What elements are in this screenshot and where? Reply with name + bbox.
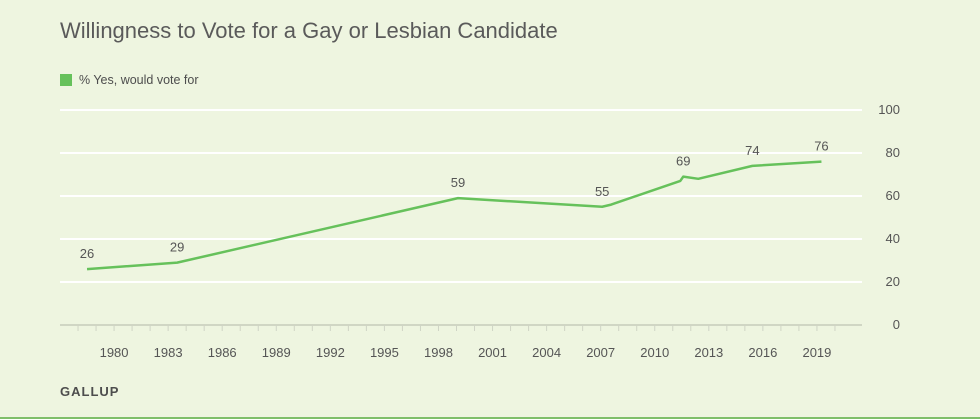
x-tick-label: 2013 <box>694 345 723 360</box>
chart-title: Willingness to Vote for a Gay or Lesbian… <box>60 18 558 43</box>
data-label: 26 <box>80 246 94 261</box>
y-tick-label: 0 <box>893 317 900 332</box>
x-tick-label: 2001 <box>478 345 507 360</box>
series-line <box>86 160 822 271</box>
data-label: 69 <box>676 154 690 169</box>
x-tick-label: 1989 <box>262 345 291 360</box>
data-label: 55 <box>595 184 609 199</box>
data-label: 76 <box>814 139 828 154</box>
legend: % Yes, would vote for <box>60 73 199 87</box>
y-axis-ticks: 0 20 40 60 80 100 <box>878 102 900 332</box>
x-tick-label: 1986 <box>208 345 237 360</box>
y-tick-label: 40 <box>886 231 900 246</box>
data-label: 29 <box>170 240 184 255</box>
source-label: GALLUP <box>60 384 120 399</box>
y-tick-label: 60 <box>886 188 900 203</box>
x-tick-label: 1980 <box>100 345 129 360</box>
gridlines <box>60 109 862 326</box>
x-tick-label: 1998 <box>424 345 453 360</box>
bottom-rule <box>0 417 980 419</box>
series-layer <box>86 160 822 271</box>
x-tick-label: 2019 <box>802 345 831 360</box>
y-tick-label: 20 <box>886 274 900 289</box>
data-label: 59 <box>451 175 465 190</box>
x-tick-label: 2010 <box>640 345 669 360</box>
x-tick-label: 2016 <box>748 345 777 360</box>
x-tick-label: 1992 <box>316 345 345 360</box>
x-tick-label: 1983 <box>154 345 183 360</box>
x-tick-label: 1995 <box>370 345 399 360</box>
y-tick-label: 80 <box>886 145 900 160</box>
data-labels: 26 29 59 55 69 74 76 <box>80 139 829 262</box>
legend-label: % Yes, would vote for <box>79 73 199 87</box>
data-label: 74 <box>745 143 759 158</box>
y-tick-label: 100 <box>878 102 900 117</box>
x-tick-label: 2004 <box>532 345 561 360</box>
legend-swatch <box>60 74 72 86</box>
x-tick-label: 2007 <box>586 345 615 360</box>
x-axis: 1980 1983 1986 1989 1992 1995 1998 2001 2004 2007… <box>77 325 836 360</box>
